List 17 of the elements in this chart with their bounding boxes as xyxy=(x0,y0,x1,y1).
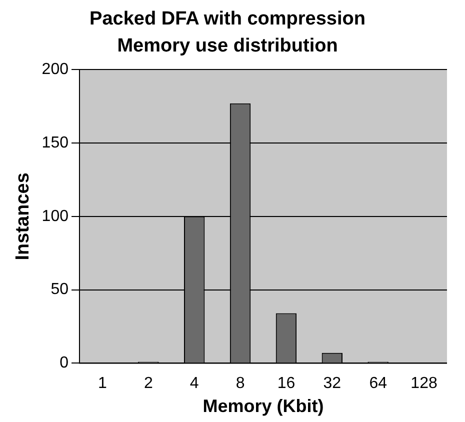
x-tick-label: 8 xyxy=(236,375,245,392)
y-tick-label: 0 xyxy=(60,354,69,372)
y-tick-label: 200 xyxy=(42,61,69,78)
x-tick-label: 16 xyxy=(277,375,296,392)
y-tick-label: 150 xyxy=(42,134,69,152)
x-tick-label: 128 xyxy=(410,375,438,392)
chart-subtitle: Memory use distribution xyxy=(117,35,338,56)
x-tick-label: 32 xyxy=(323,375,342,392)
x-axis-title: Memory (Kbit) xyxy=(202,396,324,416)
chart-title: Packed DFA with compression xyxy=(90,8,366,30)
x-tick-label: 64 xyxy=(369,375,388,392)
x-tick-label: 2 xyxy=(144,375,153,392)
x-tick-label: 1 xyxy=(98,375,108,392)
x-tick-label: 4 xyxy=(190,375,199,392)
y-axis-title: Instances xyxy=(12,172,34,260)
y-tick-label: 50 xyxy=(50,281,69,298)
y-tick-label: 100 xyxy=(42,208,69,225)
